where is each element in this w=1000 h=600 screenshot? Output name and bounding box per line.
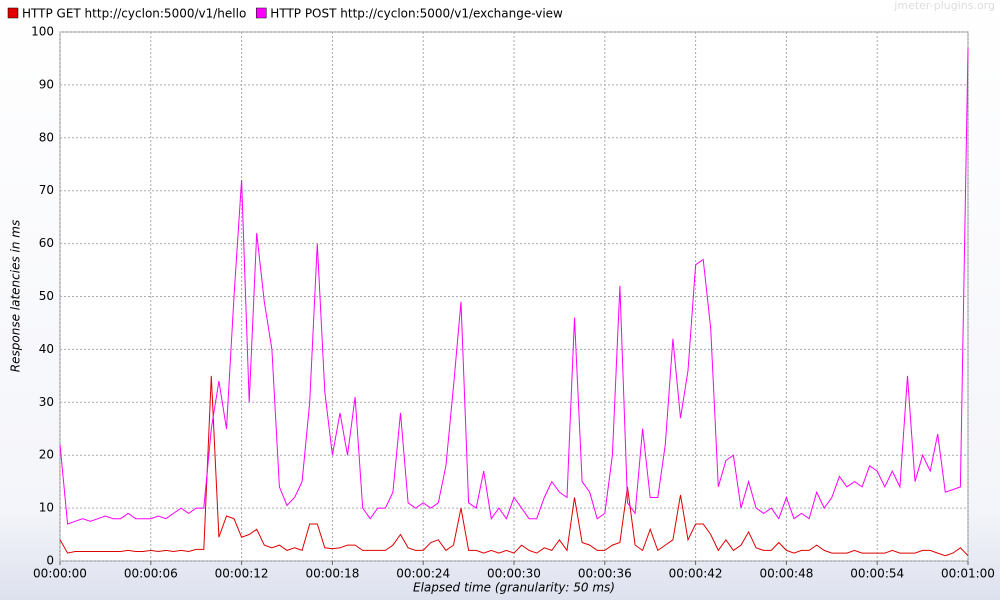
series-line [59,47,969,525]
y-tick-label: 40 [39,342,54,356]
legend-label: HTTP POST http://cyclon:5000/v1/exchange… [270,7,563,21]
y-tick-label: 80 [39,130,54,144]
series-line [59,375,969,557]
y-tick-label: 20 [39,448,54,462]
x-tick-label: 00:01:00 [941,567,995,581]
y-tick-label: 30 [39,395,54,409]
watermark: jmeter-plugins.org [893,0,995,12]
legend-swatch [7,7,19,19]
x-tick-label: 00:00:54 [850,567,904,581]
legend-label: HTTP GET http://cyclon:5000/v1/hello [22,7,246,21]
y-axis-label: Response latencies in ms [9,220,23,372]
x-tick-label: 00:00:00 [33,567,87,581]
x-tick-label: 00:00:18 [305,567,359,581]
x-tick-label: 00:00:48 [759,567,813,581]
y-tick-label: 70 [39,183,54,197]
y-tick-label: 60 [39,236,54,250]
y-tick-label: 0 [46,554,54,568]
y-tick-label: 100 [31,25,54,39]
x-axis-label: Elapsed time (granularity: 50 ms) [413,581,615,595]
y-tick-label: 90 [39,77,54,91]
y-tick-label: 10 [39,501,54,515]
y-tick-label: 50 [39,289,54,303]
x-tick-label: 00:00:42 [669,567,723,581]
x-tick-label: 00:00:36 [578,567,632,581]
legend-swatch [256,7,267,19]
x-tick-label: 00:00:24 [396,567,450,581]
x-tick-label: 00:00:30 [487,567,541,581]
x-tick-label: 00:00:06 [124,567,178,581]
x-tick-label: 00:00:12 [215,567,269,581]
